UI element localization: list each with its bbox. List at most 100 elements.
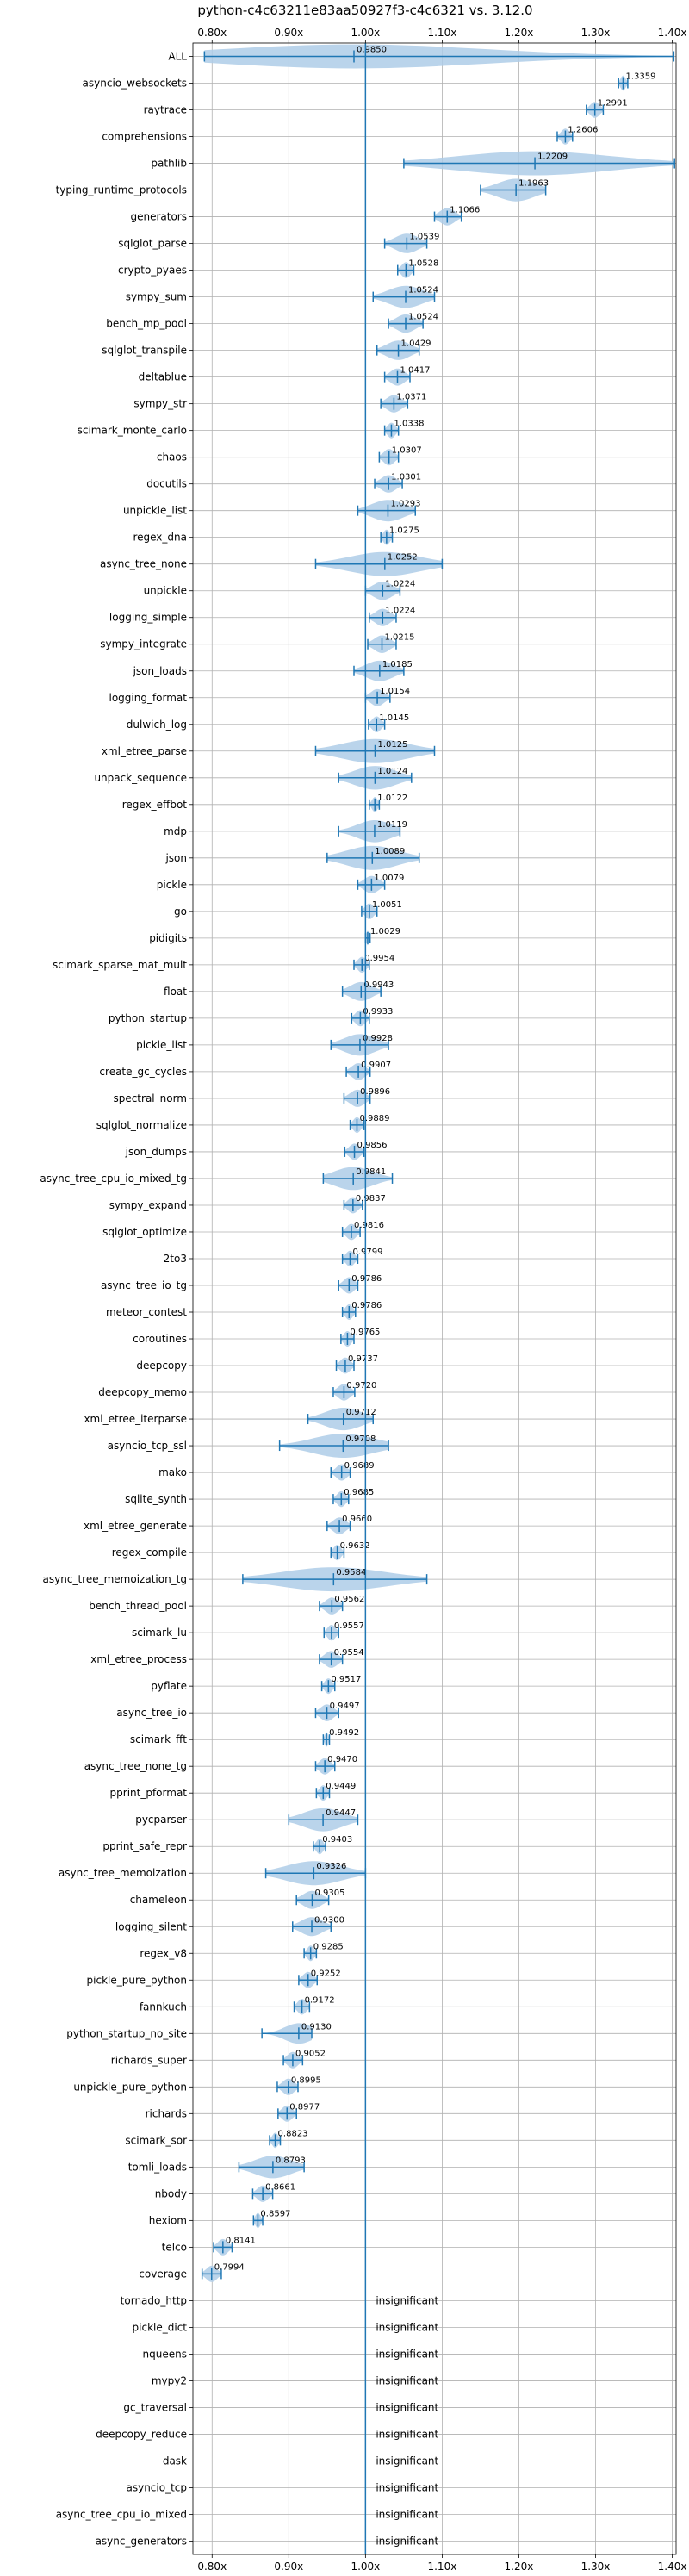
benchmark-label: sqlglot_transpile	[102, 345, 187, 357]
benchmark-label: dulwich_log	[127, 719, 187, 731]
value-label: 1.0051	[372, 900, 402, 910]
benchmark-label: deltablue	[139, 371, 187, 383]
benchmark-label: sqlglot_optimize	[102, 1226, 187, 1238]
benchmark-label: typing_runtime_protocols	[56, 184, 187, 196]
x-tick-label-bottom: 1.20x	[505, 2560, 534, 2573]
benchmark-label: mako	[158, 1466, 187, 1478]
benchmark-label: asyncio_tcp	[126, 2481, 187, 2493]
value-label: 0.8597	[260, 2209, 290, 2218]
x-tick-label-bottom: 1.00x	[351, 2560, 380, 2573]
benchmark-label: richards_super	[111, 2054, 187, 2066]
value-label: 1.0371	[396, 393, 426, 402]
value-label: 0.8141	[226, 2236, 256, 2245]
value-label: 0.9928	[363, 1034, 393, 1043]
benchmark-label: bench_mp_pool	[106, 318, 187, 330]
benchmark-label: xml_etree_parse	[102, 745, 187, 757]
benchmark-label: comprehensions	[102, 131, 187, 143]
value-label: 1.0338	[394, 420, 424, 429]
benchmark-label: deepcopy	[136, 1360, 187, 1372]
benchmark-label: async_tree_io	[116, 1707, 187, 1719]
insignificant-label: insignificant	[376, 2481, 438, 2493]
chart-title: python-c4c63211e83aa50927f3-c4c6321 vs. …	[197, 3, 532, 18]
value-label: 0.9837	[356, 1194, 386, 1204]
value-label: 0.8977	[289, 2102, 320, 2112]
value-label: 0.9285	[313, 1942, 344, 1951]
value-label: 0.9720	[346, 1381, 376, 1391]
benchmark-label: asyncio_websockets	[83, 78, 187, 90]
benchmark-label: json_loads	[133, 665, 187, 677]
benchmark-label: asyncio_tcp_ssl	[108, 1440, 187, 1452]
benchmark-label: unpickle_list	[123, 505, 187, 517]
benchmark-label: async_generators	[96, 2535, 187, 2547]
benchmark-label: coverage	[139, 2268, 187, 2280]
value-label: 1.0528	[408, 259, 438, 269]
benchmark-label: gc_traversal	[123, 2401, 187, 2413]
benchmark-label: pycparser	[135, 1814, 187, 1826]
value-label: 1.0307	[392, 446, 422, 456]
benchmark-label: logging_format	[109, 692, 187, 704]
benchmark-label: async_tree_cpu_io_mixed_tg	[40, 1173, 187, 1185]
x-tick-label-bottom: 1.10x	[427, 2560, 456, 2573]
benchmark-label: go	[174, 905, 187, 918]
benchmark-label: bench_thread_pool	[89, 1600, 187, 1612]
benchmark-label: deepcopy_reduce	[96, 2428, 187, 2440]
benchmark-label: pprint_pformat	[110, 1787, 188, 1799]
x-tick-label-top: 0.80x	[197, 27, 227, 39]
value-label: 0.9470	[327, 1755, 357, 1764]
value-label: 0.9689	[344, 1461, 375, 1471]
benchmark-label: pickle	[157, 879, 187, 891]
value-label: 1.0124	[377, 767, 407, 776]
value-label: 0.9447	[326, 1808, 356, 1818]
benchmark-label: unpickle_pure_python	[73, 2081, 187, 2093]
value-label: 0.9305	[314, 1888, 344, 1898]
marks-layer: 0.9850 1.3359 1.2991 1.2606 1.2209 1.1963 1.10…	[201, 43, 675, 2554]
benchmark-label: scimark_lu	[132, 1627, 187, 1639]
value-label: 0.9300	[314, 1915, 344, 1925]
value-label: 0.9632	[340, 1541, 370, 1551]
value-label: 0.9933	[363, 1007, 393, 1017]
x-tick-label-bottom: 1.40x	[658, 2560, 687, 2573]
x-tick-label-top: 1.10x	[427, 27, 456, 39]
value-label: 0.9130	[301, 2022, 332, 2032]
value-label: 1.0224	[385, 607, 415, 616]
value-label: 1.0301	[391, 473, 421, 482]
insignificant-label: insignificant	[376, 2455, 438, 2467]
benchmark-label: sympy_integrate	[100, 638, 187, 650]
benchmark-label: telco	[162, 2241, 187, 2253]
x-tick-label-top: 1.00x	[351, 27, 380, 39]
value-label: 1.2209	[537, 152, 568, 162]
x-tick-label-top: 0.90x	[274, 27, 303, 39]
value-label: 0.9449	[326, 1782, 356, 1791]
benchmark-label: async_tree_none_tg	[84, 1760, 187, 1772]
value-label: 1.0275	[389, 526, 419, 536]
value-label: 1.0122	[377, 793, 407, 803]
value-label: 0.9907	[361, 1061, 391, 1070]
value-label: 1.0417	[400, 366, 430, 376]
value-label: 0.9786	[351, 1301, 382, 1310]
value-label: 0.9252	[311, 1969, 341, 1978]
value-label: 1.0524	[408, 286, 438, 296]
value-label: 0.9492	[329, 1728, 359, 1738]
benchmark-label: json_dumps	[125, 1146, 187, 1158]
x-tick-label-top: 1.40x	[658, 27, 687, 39]
insignificant-label: insignificant	[376, 2508, 438, 2520]
value-label: 0.7994	[214, 2262, 245, 2272]
benchmark-label: async_tree_cpu_io_mixed	[56, 2508, 187, 2520]
value-label: 0.9497	[330, 1702, 360, 1711]
benchmark-label: scimark_monte_carlo	[78, 425, 187, 437]
value-label: 0.9052	[295, 2049, 326, 2058]
value-label: 1.0145	[379, 713, 409, 723]
benchmark-label: coroutines	[133, 1333, 187, 1345]
insignificant-label: insignificant	[376, 2401, 438, 2413]
benchmark-label: sqlite_synth	[125, 1493, 187, 1505]
benchmark-label: 2to3	[164, 1253, 187, 1265]
benchmark-label: unpack_sequence	[94, 772, 187, 784]
insignificant-label: insignificant	[376, 2374, 438, 2386]
value-label: 0.9660	[342, 1515, 372, 1524]
insignificant-label: insignificant	[376, 2294, 438, 2306]
value-label: 1.0293	[390, 500, 420, 509]
benchmark-label: pidigits	[149, 932, 187, 944]
insignificant-label: insignificant	[376, 2535, 438, 2547]
value-label: 1.0119	[377, 820, 407, 830]
